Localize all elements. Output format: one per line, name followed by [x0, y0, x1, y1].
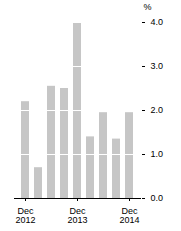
svg-text:0.0: 0.0	[151, 193, 164, 203]
svg-text:4.0: 4.0	[151, 17, 164, 27]
svg-text:2.0: 2.0	[151, 105, 164, 115]
svg-text:1.0: 1.0	[151, 149, 164, 159]
svg-text:3.0: 3.0	[151, 61, 164, 71]
svg-text:Dec2013: Dec2013	[67, 206, 87, 225]
svg-text:Dec2012: Dec2012	[15, 206, 35, 225]
svg-text:Dec2014: Dec2014	[119, 206, 139, 225]
svg-text:%: %	[143, 2, 151, 12]
